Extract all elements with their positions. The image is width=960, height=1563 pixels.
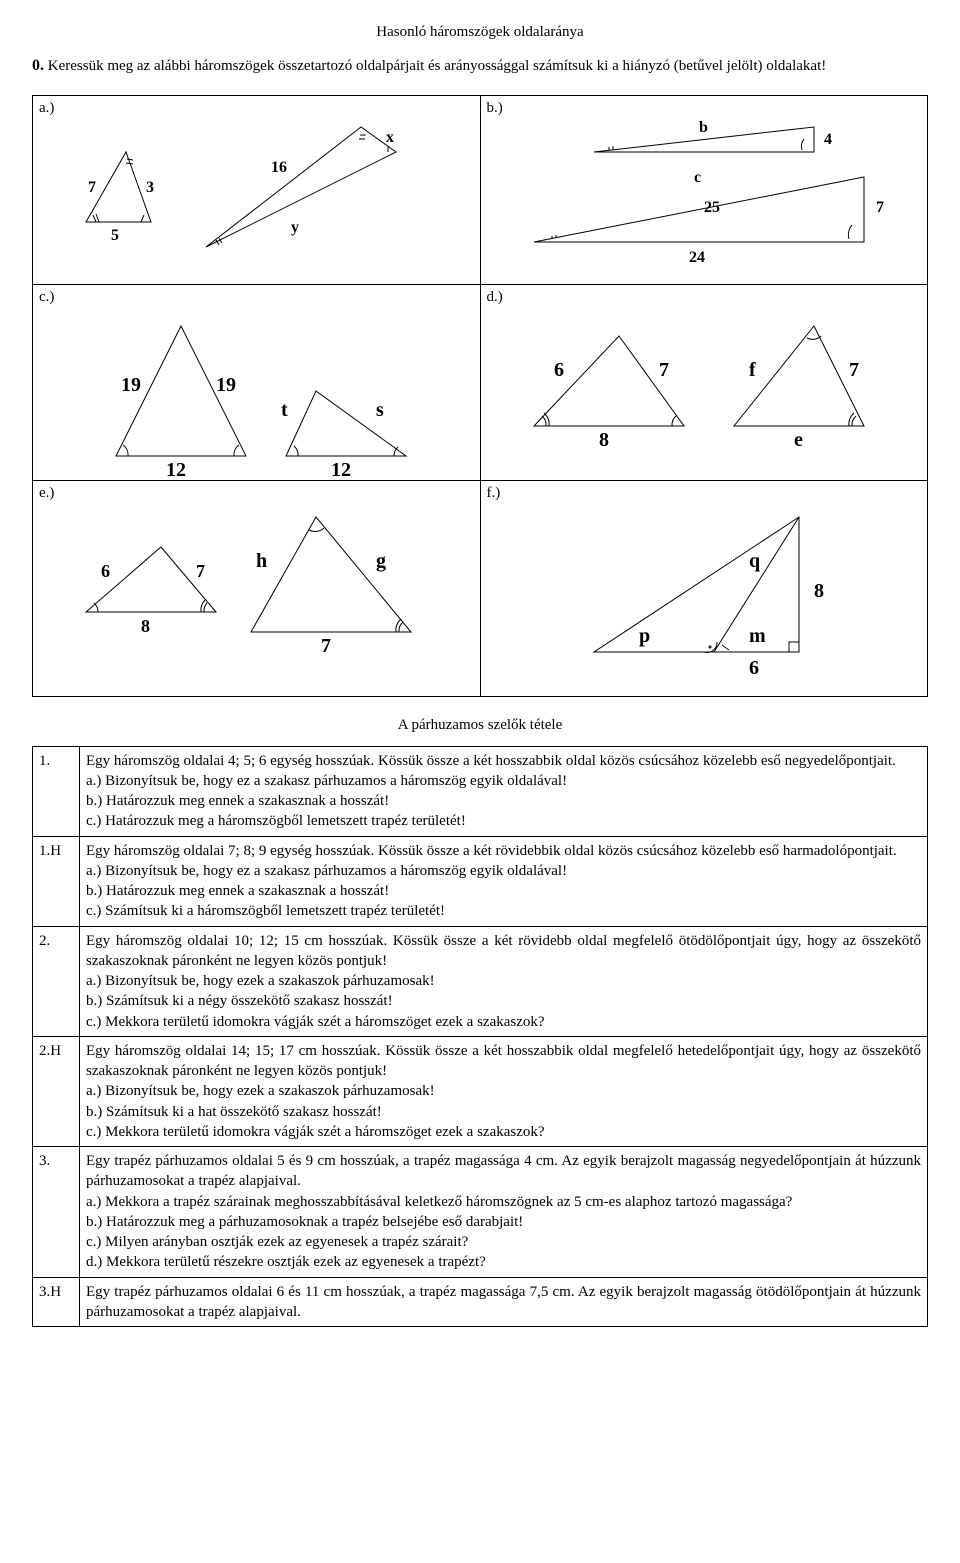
- figure-b: b 4 c 25 7 24: [504, 117, 904, 267]
- cell-a: a.) 7 3 5: [33, 95, 481, 284]
- d-rf: f: [749, 359, 756, 381]
- task-text: Egy háromszög oldalai 14; 15; 17 cm hoss…: [80, 1036, 928, 1146]
- c-left-l: 19: [121, 374, 141, 396]
- d-l8: 8: [599, 429, 609, 451]
- cell-d-label: d.): [487, 289, 922, 306]
- cell-c-label: c.): [39, 289, 474, 306]
- c-right-s: s: [376, 399, 384, 421]
- task-number: 2.: [33, 926, 80, 1036]
- c-left-base: 12: [166, 459, 186, 481]
- task-number: 2.H: [33, 1036, 80, 1146]
- task-number: 1.: [33, 746, 80, 836]
- intro-paragraph: 0. Keressük meg az alábbi háromszögek ös…: [32, 55, 928, 77]
- a-s1-right: 3: [146, 179, 154, 196]
- e-r7: 7: [321, 635, 331, 657]
- cell-d: d.) 6 7 8 f 7: [480, 284, 928, 480]
- a-s2-right: x: [386, 129, 394, 146]
- intro-text: Keressük meg az alábbi háromszögek össze…: [48, 58, 826, 74]
- e-l7: 7: [196, 561, 205, 581]
- b-top-4: 4: [824, 131, 832, 148]
- a-s1-base: 5: [111, 227, 119, 244]
- table-row: 1.HEgy háromszög oldalai 7; 8; 9 egység …: [33, 836, 928, 926]
- d-r7: 7: [849, 359, 859, 381]
- figure-a: 7 3 5 16 x y: [56, 117, 456, 267]
- figure-grid: a.) 7 3 5: [32, 95, 928, 697]
- d-re: e: [794, 429, 803, 451]
- table-row: 3.HEgy trapéz párhuzamos oldalai 6 és 11…: [33, 1277, 928, 1327]
- e-rh: h: [256, 550, 267, 572]
- cell-f-label: f.): [487, 485, 922, 502]
- table-row: 3.Egy trapéz párhuzamos oldalai 5 és 9 c…: [33, 1147, 928, 1278]
- intro-number: 0.: [32, 57, 44, 74]
- task-text: Egy háromszög oldalai 7; 8; 9 egység hos…: [80, 836, 928, 926]
- task-number: 1.H: [33, 836, 80, 926]
- f-eight: 8: [814, 580, 824, 602]
- cell-b: b.) b 4 c 2: [480, 95, 928, 284]
- c-left-r: 19: [216, 374, 236, 396]
- table-row: 2.HEgy háromszög oldalai 14; 15; 17 cm h…: [33, 1036, 928, 1146]
- b-top-b: b: [699, 119, 708, 136]
- figure-f: q 8 p m 6: [504, 502, 904, 692]
- task-number: 3.: [33, 1147, 80, 1278]
- f-q: q: [749, 550, 760, 572]
- cell-c: c.) 19 19 12 t s 12: [33, 284, 481, 480]
- cell-a-label: a.): [39, 100, 474, 117]
- a-s1-left: 7: [88, 179, 96, 196]
- a-s2-top: 16: [271, 159, 287, 176]
- page-title: Hasonló háromszögek oldalaránya: [32, 24, 928, 41]
- b-mid-25: 25: [704, 199, 720, 216]
- b-bot-24: 24: [689, 249, 705, 266]
- task-number: 3.H: [33, 1277, 80, 1327]
- figure-c: 19 19 12 t s 12: [56, 306, 456, 476]
- task-text: Egy háromszög oldalai 10; 12; 15 cm hoss…: [80, 926, 928, 1036]
- f-m: m: [749, 625, 766, 647]
- task-text: Egy trapéz párhuzamos oldalai 5 és 9 cm …: [80, 1147, 928, 1278]
- figure-d: 6 7 8 f 7 e: [504, 306, 904, 476]
- table-row: 2.Egy háromszög oldalai 10; 12; 15 cm ho…: [33, 926, 928, 1036]
- a-s2-bottom: y: [291, 219, 299, 236]
- b-bot-7: 7: [876, 199, 884, 216]
- b-mid-c: c: [694, 169, 701, 186]
- task-text: Egy háromszög oldalai 4; 5; 6 egység hos…: [80, 746, 928, 836]
- section-title: A párhuzamos szelők tétele: [32, 717, 928, 734]
- e-l8: 8: [141, 616, 150, 636]
- figure-e: 6 7 8 h g 7: [56, 502, 456, 672]
- f-six: 6: [749, 657, 759, 679]
- task-text: Egy trapéz párhuzamos oldalai 6 és 11 cm…: [80, 1277, 928, 1327]
- d-l7: 7: [659, 359, 669, 381]
- c-right-t: t: [281, 399, 288, 421]
- task-table: 1.Egy háromszög oldalai 4; 5; 6 egység h…: [32, 746, 928, 1328]
- cell-f: f.) q 8 p m 6: [480, 480, 928, 696]
- e-l6: 6: [101, 561, 110, 581]
- cell-e: e.) 6 7 8 h g: [33, 480, 481, 696]
- e-rg: g: [376, 550, 386, 572]
- cell-b-label: b.): [487, 100, 922, 117]
- c-right-base: 12: [331, 459, 351, 481]
- cell-e-label: e.): [39, 485, 474, 502]
- f-p: p: [639, 625, 650, 647]
- d-l6: 6: [554, 359, 564, 381]
- table-row: 1.Egy háromszög oldalai 4; 5; 6 egység h…: [33, 746, 928, 836]
